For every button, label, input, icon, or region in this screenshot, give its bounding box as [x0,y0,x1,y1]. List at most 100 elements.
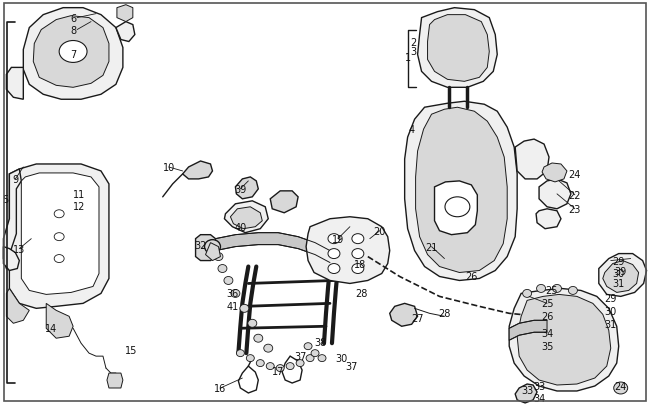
Ellipse shape [54,233,64,241]
Text: 36: 36 [226,289,239,298]
Polygon shape [306,217,390,284]
Polygon shape [9,164,109,309]
Polygon shape [390,304,417,326]
Polygon shape [536,209,561,229]
Polygon shape [509,320,547,340]
Text: 26: 26 [541,311,553,322]
Polygon shape [515,384,537,403]
Polygon shape [198,233,330,263]
Ellipse shape [328,264,340,274]
Ellipse shape [276,364,284,372]
Text: 16: 16 [214,383,227,393]
Text: 4: 4 [409,125,415,135]
Text: 39: 39 [615,266,627,276]
Polygon shape [46,304,73,339]
Text: 38: 38 [314,337,326,347]
Text: 24: 24 [614,381,627,391]
Text: 29: 29 [612,256,625,266]
Ellipse shape [246,355,254,362]
Text: 37: 37 [294,351,306,361]
Polygon shape [428,15,489,82]
Polygon shape [230,207,262,229]
Polygon shape [405,102,517,281]
Polygon shape [417,9,497,88]
Polygon shape [183,162,213,179]
Ellipse shape [306,355,314,362]
Text: 10: 10 [162,162,175,173]
Polygon shape [603,261,639,293]
Text: 19: 19 [332,234,344,244]
Text: 24: 24 [569,170,581,179]
Text: 8: 8 [70,26,76,36]
Text: 33: 33 [521,385,533,395]
Text: 14: 14 [45,324,57,333]
Text: 28: 28 [438,309,450,319]
Polygon shape [116,23,135,43]
Polygon shape [599,254,647,297]
Ellipse shape [231,290,240,298]
Polygon shape [117,6,133,23]
Text: 18: 18 [354,259,366,269]
Ellipse shape [59,41,87,63]
Text: 2: 2 [411,37,417,47]
Text: 31: 31 [604,320,617,329]
Text: 32: 32 [194,240,207,250]
Ellipse shape [248,320,257,328]
Polygon shape [224,201,268,233]
Ellipse shape [256,360,265,367]
Polygon shape [3,170,21,269]
Polygon shape [539,179,571,209]
Ellipse shape [286,363,294,370]
Text: 25: 25 [541,298,553,309]
Text: 17: 17 [272,366,285,376]
Ellipse shape [352,264,364,274]
Ellipse shape [237,350,244,357]
Text: 3: 3 [411,47,417,58]
Text: 41: 41 [226,302,239,311]
Polygon shape [517,295,611,385]
Polygon shape [33,17,109,88]
Text: 33: 33 [533,381,545,391]
Text: 30: 30 [612,268,625,278]
Ellipse shape [205,240,220,254]
Text: 40: 40 [234,222,246,232]
Polygon shape [205,243,220,261]
Ellipse shape [328,234,340,244]
Ellipse shape [218,265,227,273]
Text: 31: 31 [612,279,625,289]
Text: 39: 39 [234,184,246,194]
Polygon shape [6,289,29,324]
Text: 11: 11 [73,190,85,199]
Text: 15: 15 [125,345,137,355]
Text: 5: 5 [2,194,8,204]
Text: 29: 29 [604,294,617,304]
Ellipse shape [296,360,304,367]
Text: 20: 20 [374,226,386,236]
Ellipse shape [266,363,274,370]
Polygon shape [23,9,123,100]
Text: 22: 22 [569,190,581,200]
Ellipse shape [54,255,64,263]
Polygon shape [6,68,23,100]
Polygon shape [196,235,216,261]
Ellipse shape [614,382,628,394]
Ellipse shape [352,234,364,244]
Ellipse shape [569,287,577,295]
Ellipse shape [224,277,233,285]
Text: 37: 37 [346,361,358,371]
Text: 27: 27 [411,313,424,324]
Text: 6: 6 [70,14,76,23]
Ellipse shape [352,249,364,259]
Polygon shape [107,373,123,388]
Polygon shape [415,108,507,273]
Ellipse shape [552,285,562,293]
Ellipse shape [311,350,319,357]
Ellipse shape [445,197,470,217]
Text: 13: 13 [13,244,25,254]
Polygon shape [3,247,20,271]
Ellipse shape [264,344,273,352]
Text: 28: 28 [356,289,368,298]
Ellipse shape [536,285,545,293]
Polygon shape [509,289,619,391]
Text: 12: 12 [73,201,85,211]
